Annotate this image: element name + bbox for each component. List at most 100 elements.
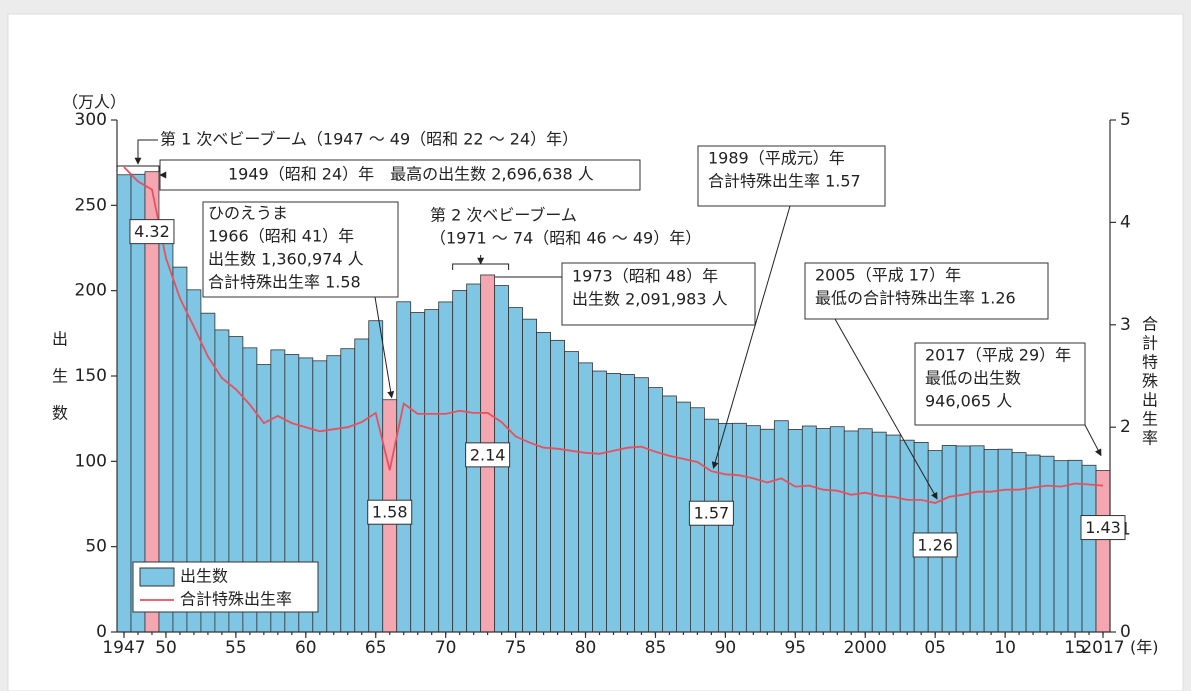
- bar: [648, 387, 663, 633]
- bar: [550, 339, 565, 633]
- y-axis-title: 出: [52, 330, 68, 349]
- value-label: 1.58: [372, 503, 408, 522]
- y2-tick-label: 4: [1120, 212, 1131, 232]
- x-tick-label: 85: [645, 638, 667, 658]
- annotation: 1949（昭和 24）年 最高の出生数 2,696,638 人: [228, 165, 594, 184]
- annotation: 最低の出生数: [925, 369, 1021, 388]
- bar: [116, 174, 132, 633]
- x-tick-label: 95: [784, 638, 806, 658]
- bar: [843, 430, 859, 633]
- x-tick-label: 50: [155, 638, 177, 658]
- bar: [731, 422, 747, 633]
- bar: [592, 370, 607, 633]
- x-tick-label: 05: [924, 638, 946, 658]
- x-tick-label: 90: [715, 638, 737, 658]
- value-label: 4.32: [134, 222, 170, 241]
- y2-axis-title: 出: [1142, 391, 1158, 410]
- y2-axis-title: 殊: [1142, 372, 1158, 391]
- bar: [578, 362, 593, 633]
- bar: [368, 320, 384, 633]
- bar: [396, 301, 412, 633]
- annotation: 最低の合計特殊出生率 1.26: [815, 289, 1016, 308]
- bar: [885, 434, 901, 633]
- annotation: 946,065 人: [925, 392, 1012, 411]
- bar: [620, 374, 635, 633]
- bar: [787, 429, 803, 633]
- y2-axis-title: 特: [1142, 353, 1158, 372]
- annotation: 1966（昭和 41）年: [208, 227, 354, 246]
- x-tick-label: 55: [225, 638, 247, 658]
- annotation: 1973（昭和 48）年: [572, 267, 718, 286]
- annotation: （1971 ～ 74（昭和 46 ～ 49）年）: [430, 229, 701, 248]
- x-tick-label: 60: [295, 638, 317, 658]
- bar: [606, 373, 621, 633]
- x-axis-unit: (年): [1130, 638, 1159, 657]
- x-tick-label: 2000: [844, 638, 887, 658]
- bar: [815, 428, 831, 633]
- y-axis-title: 生: [52, 367, 68, 386]
- x-tick-label: 10: [994, 638, 1016, 658]
- y2-tick-label: 5: [1120, 110, 1131, 130]
- value-label-box: [367, 499, 413, 525]
- y2-axis-title: 合: [1142, 315, 1158, 334]
- annotation-arrow: [834, 318, 938, 500]
- x-tick-label: 15: [1064, 638, 1086, 658]
- bar: [1039, 455, 1055, 633]
- annotation: 第 2 次ベビーブーム: [430, 206, 577, 225]
- y2-axis-title: 計: [1142, 334, 1158, 353]
- bar: [717, 423, 733, 633]
- y-tick-label: 200: [75, 281, 107, 301]
- bar: [564, 351, 579, 633]
- value-label: 1.26: [917, 535, 953, 554]
- annotation-box: [159, 159, 641, 191]
- annotation-box: [561, 262, 756, 326]
- y2-axis-title: 生: [1142, 410, 1158, 429]
- annotation: 1989（平成元）年: [708, 149, 845, 168]
- tfr-line: [123, 166, 1104, 504]
- bar: [1081, 464, 1097, 633]
- bar: [662, 395, 677, 633]
- bar: [438, 301, 454, 633]
- y2-tick-label: 2: [1120, 417, 1131, 437]
- x-tick-label: 70: [435, 638, 457, 658]
- value-label-box: [688, 500, 734, 526]
- annotation-box: [697, 145, 886, 207]
- bar: [969, 445, 985, 633]
- y2-tick-label: 3: [1120, 315, 1131, 335]
- x-tick-label: 80: [575, 638, 597, 658]
- annotation: 第 1 次ベビーブーム（1947 ～ 49（昭和 22 ～ 24）年）: [160, 130, 578, 149]
- bar: [676, 401, 691, 633]
- bar: [1095, 470, 1111, 633]
- annotation: 2005（平成 17）年: [815, 266, 961, 285]
- bar: [1011, 452, 1027, 633]
- annotation: 合計特殊出生率 1.57: [708, 172, 861, 191]
- annotation-box: [202, 201, 399, 298]
- bar: [326, 355, 342, 633]
- bracket: [116, 165, 160, 172]
- legend-label: 合計特殊出生率: [180, 590, 292, 609]
- annotation-arrow: [711, 205, 791, 469]
- y-tick-label: 0: [96, 622, 107, 642]
- bar: [745, 425, 761, 633]
- bar: [857, 428, 873, 633]
- y-axis-unit: （万人）: [62, 93, 126, 112]
- y-tick-label: 250: [75, 195, 107, 215]
- annotation-arrow: [1084, 424, 1102, 457]
- bar: [759, 428, 775, 633]
- annotation: 出生数 2,091,983 人: [572, 290, 728, 309]
- legend-swatch: [139, 567, 175, 587]
- bar: [829, 426, 845, 633]
- value-label: 2.14: [470, 445, 506, 464]
- bar: [773, 420, 789, 633]
- bar: [983, 448, 999, 633]
- y-axis-title: 数: [52, 404, 68, 423]
- annotation-box: [804, 262, 1049, 320]
- bar: [801, 425, 817, 633]
- bar: [508, 307, 523, 633]
- y-tick-label: 300: [75, 110, 107, 130]
- bar: [997, 448, 1013, 633]
- bar: [1025, 454, 1041, 633]
- x-tick-label: 2017: [1081, 638, 1124, 658]
